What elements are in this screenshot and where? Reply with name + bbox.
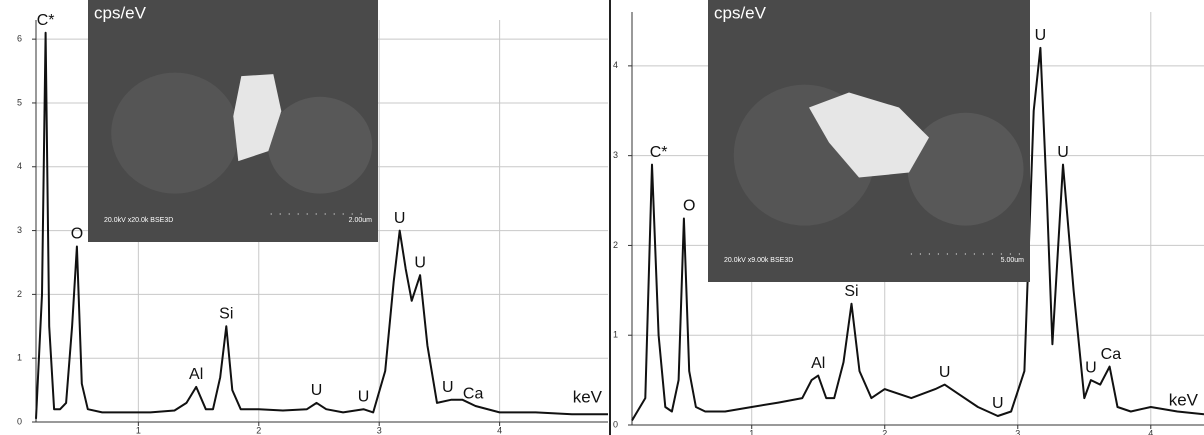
y-tick-label: 0: [17, 416, 22, 426]
y-tick-label: 0: [613, 419, 618, 429]
y-tick-label: 5: [17, 97, 22, 107]
x-tick-label: 2: [256, 425, 261, 435]
particle: [233, 74, 282, 162]
peak-label: O: [71, 226, 83, 243]
y-tick-label: 4: [613, 60, 618, 70]
y-tick-label: 4: [17, 161, 22, 171]
x-tick-label: 3: [377, 425, 382, 435]
peak-label: C*: [37, 12, 55, 29]
inset-scale: 2.00um: [349, 217, 373, 224]
peak-label: U: [414, 254, 426, 271]
peak-label: Si: [844, 283, 858, 300]
y-axis-label: cps/eV: [714, 3, 767, 22]
x-tick-label: 4: [497, 425, 502, 435]
peak-label: U: [939, 364, 951, 381]
y-axis-label: cps/eV: [94, 3, 147, 22]
y-tick-label: 1: [613, 330, 618, 340]
x-tick-label: 4: [1148, 428, 1153, 435]
peak-label: Si: [219, 306, 233, 323]
inset-caption: 20.0kV x9.00k BSE3D: [724, 257, 793, 264]
peak-label: Ca: [1101, 346, 1122, 363]
y-tick-label: 3: [613, 150, 618, 160]
peak-label: U: [442, 379, 454, 396]
y-tick-label: 1: [17, 353, 22, 363]
sem-shadow: [267, 96, 373, 194]
y-tick-label: 2: [613, 240, 618, 250]
inset-scale: 5.00um: [1001, 257, 1025, 264]
peak-label: Al: [811, 355, 825, 372]
x-axis-label: keV: [1169, 390, 1199, 409]
y-tick-label: 6: [17, 34, 22, 44]
sem-shadow: [111, 72, 239, 194]
sem-shadow: [907, 112, 1024, 226]
peak-label: U: [358, 388, 370, 405]
peak-label: U: [1035, 27, 1047, 44]
peak-label: Al: [189, 366, 203, 383]
x-tick-label: 3: [1015, 428, 1020, 435]
peak-label: U: [394, 210, 406, 227]
x-tick-label: 1: [136, 425, 141, 435]
peak-label: Ca: [463, 385, 484, 402]
peak-label: U: [1085, 359, 1097, 376]
spectrum-line: [631, 46, 1204, 422]
particle: [809, 92, 929, 178]
y-tick-label: 2: [17, 289, 22, 299]
peak-label: O: [683, 198, 695, 215]
y-tick-label: 3: [17, 225, 22, 235]
peak-label: U: [311, 382, 323, 399]
x-tick-label: 1: [749, 428, 754, 435]
x-axis-label: keV: [573, 387, 603, 406]
spectrum-line: [35, 31, 608, 419]
inset-caption: 20.0kV x20.0k BSE3D: [104, 217, 173, 224]
peak-label: U: [1057, 144, 1069, 161]
peak-label: C*: [650, 144, 668, 161]
x-tick-label: 2: [882, 428, 887, 435]
peak-label: U: [992, 395, 1004, 412]
